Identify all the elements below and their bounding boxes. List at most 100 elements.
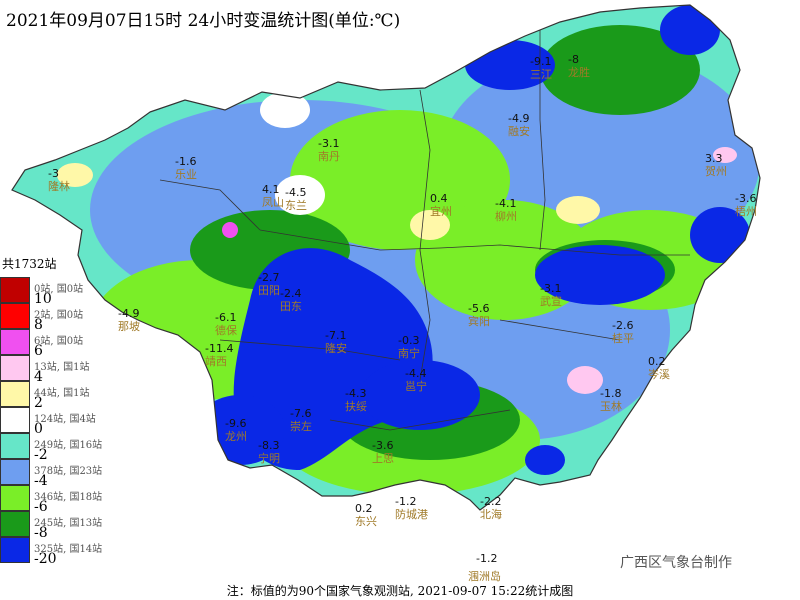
- station-value: 3.3: [705, 152, 723, 165]
- legend-count: 245站, 国13站: [34, 518, 103, 529]
- station-name: 靖西: [205, 355, 227, 368]
- legend-count: 0站, 国0站: [34, 284, 84, 295]
- station-name: 隆林: [48, 179, 70, 193]
- station-name: 龙胜: [568, 65, 590, 79]
- station: -6.1德保: [215, 311, 237, 337]
- legend-bin: 6站, 国0站: [0, 329, 175, 355]
- legend-tick: -20: [34, 551, 57, 567]
- station-name: 南丹: [318, 150, 340, 163]
- station-value: -4.5: [285, 186, 306, 199]
- legend-swatch: [0, 329, 30, 355]
- station-value: 0.4: [430, 192, 448, 205]
- legend-tick: -6: [34, 499, 48, 515]
- station: -2.6桂平: [612, 319, 634, 345]
- station-name: 那坡: [118, 320, 140, 333]
- legend-swatch: [0, 459, 30, 485]
- legend-tick: 0: [34, 421, 43, 437]
- station-name: 宾阳: [468, 314, 490, 328]
- legend-count: 13站, 国1站: [34, 362, 90, 373]
- station-name: 龙州: [225, 430, 247, 443]
- station-name: 东兰: [285, 199, 307, 212]
- station-name: 崇左: [290, 420, 312, 433]
- station-value: -8.3: [258, 439, 279, 452]
- station: -2.4田东: [280, 287, 302, 313]
- station: 0.2岑溪: [648, 355, 670, 381]
- station: -4.4邕宁: [405, 367, 427, 393]
- station-name: 融安: [508, 124, 530, 138]
- legend-count: 249站, 国16站: [34, 440, 103, 451]
- legend-tick: -8: [34, 525, 48, 541]
- station: -3.6梧州: [735, 192, 757, 218]
- station-name: 三江: [530, 68, 552, 81]
- station: -4.9那坡: [118, 307, 140, 333]
- legend-total: 共1732站: [2, 257, 57, 271]
- credit-text: 广西区气象台制作: [620, 555, 732, 571]
- legend-tick: 2: [34, 395, 43, 411]
- station-value: -11.4: [205, 342, 233, 355]
- station: -9.1三江: [530, 55, 552, 81]
- legend-count: 124站, 国4站: [34, 414, 96, 425]
- legend-tick: 6: [34, 343, 43, 359]
- legend-bin: 249站, 国16站: [0, 433, 175, 459]
- station-value: -9.1: [530, 55, 551, 68]
- station: -4.1柳州: [495, 197, 517, 223]
- legend-tick: 4: [34, 369, 43, 385]
- station: -4.9融安: [508, 112, 530, 138]
- station-name: 扶绥: [345, 399, 367, 413]
- legend-swatch: [0, 537, 30, 563]
- station-value: -4.4: [405, 367, 426, 380]
- legend-bin: 124站, 国4站: [0, 407, 175, 433]
- legend-swatch: [0, 433, 30, 459]
- station-value: -3.6: [735, 192, 756, 205]
- station: -3隆林: [48, 167, 70, 193]
- station-name: 宁明: [258, 451, 280, 465]
- station-value: -2.7: [258, 271, 279, 284]
- station-value: -7.6: [290, 407, 311, 420]
- station-value: -9.6: [225, 417, 246, 430]
- station-value: -2.6: [612, 319, 633, 332]
- legend-swatch: [0, 277, 30, 303]
- station: 0.2东兴: [355, 502, 377, 528]
- legend-count: 6站, 国0站: [34, 336, 84, 347]
- station-name: 防城港: [395, 507, 428, 521]
- station-value: -1.2: [395, 495, 416, 508]
- station: -7.1隆安: [325, 329, 347, 355]
- station-name: 田东: [280, 300, 302, 313]
- island-label: 涠洲岛: [468, 569, 501, 583]
- station: -8.3宁明: [258, 439, 280, 465]
- station-value: -2.4: [280, 287, 301, 300]
- station-value: 0.2: [648, 355, 666, 368]
- station-value: -6.1: [215, 311, 236, 324]
- station-value: -0.3: [398, 334, 419, 347]
- station-name: 凤山: [262, 196, 284, 209]
- legend-count: 325站, 国14站: [34, 544, 103, 555]
- station-name: 东兴: [355, 515, 377, 528]
- station: -2.2北海: [480, 495, 502, 521]
- station-value: -4.1: [495, 197, 516, 210]
- region-outline: [11, 4, 761, 511]
- station-value: -5.6: [468, 302, 489, 315]
- station-value: -4.9: [508, 112, 529, 125]
- legend-bin: 325站, 国14站: [0, 537, 175, 563]
- legend-count: 44站, 国1站: [34, 388, 90, 399]
- legend-bin: 0站, 国0站: [0, 277, 175, 303]
- legend-bin: 346站, 国18站: [0, 485, 175, 511]
- legend-swatch: [0, 485, 30, 511]
- station-name: 玉林: [600, 399, 622, 413]
- station-name: 宜州: [430, 204, 452, 218]
- station-value: -1.6: [175, 155, 196, 168]
- station-name: 德保: [215, 323, 237, 337]
- station: 4.1凤山: [262, 183, 284, 209]
- station-name: 梧州: [735, 204, 757, 218]
- station-value: 4.1: [262, 183, 280, 196]
- station-value: -2.2: [480, 495, 501, 508]
- prefecture-boundaries: [159, 30, 690, 431]
- legend-swatch: [0, 511, 30, 537]
- legend-count: 346站, 国18站: [34, 492, 103, 503]
- station-name: 田阳: [258, 284, 280, 297]
- station-name: 岑溪: [648, 368, 670, 381]
- station-value: -4.9: [118, 307, 139, 320]
- legend-swatch: [0, 355, 30, 381]
